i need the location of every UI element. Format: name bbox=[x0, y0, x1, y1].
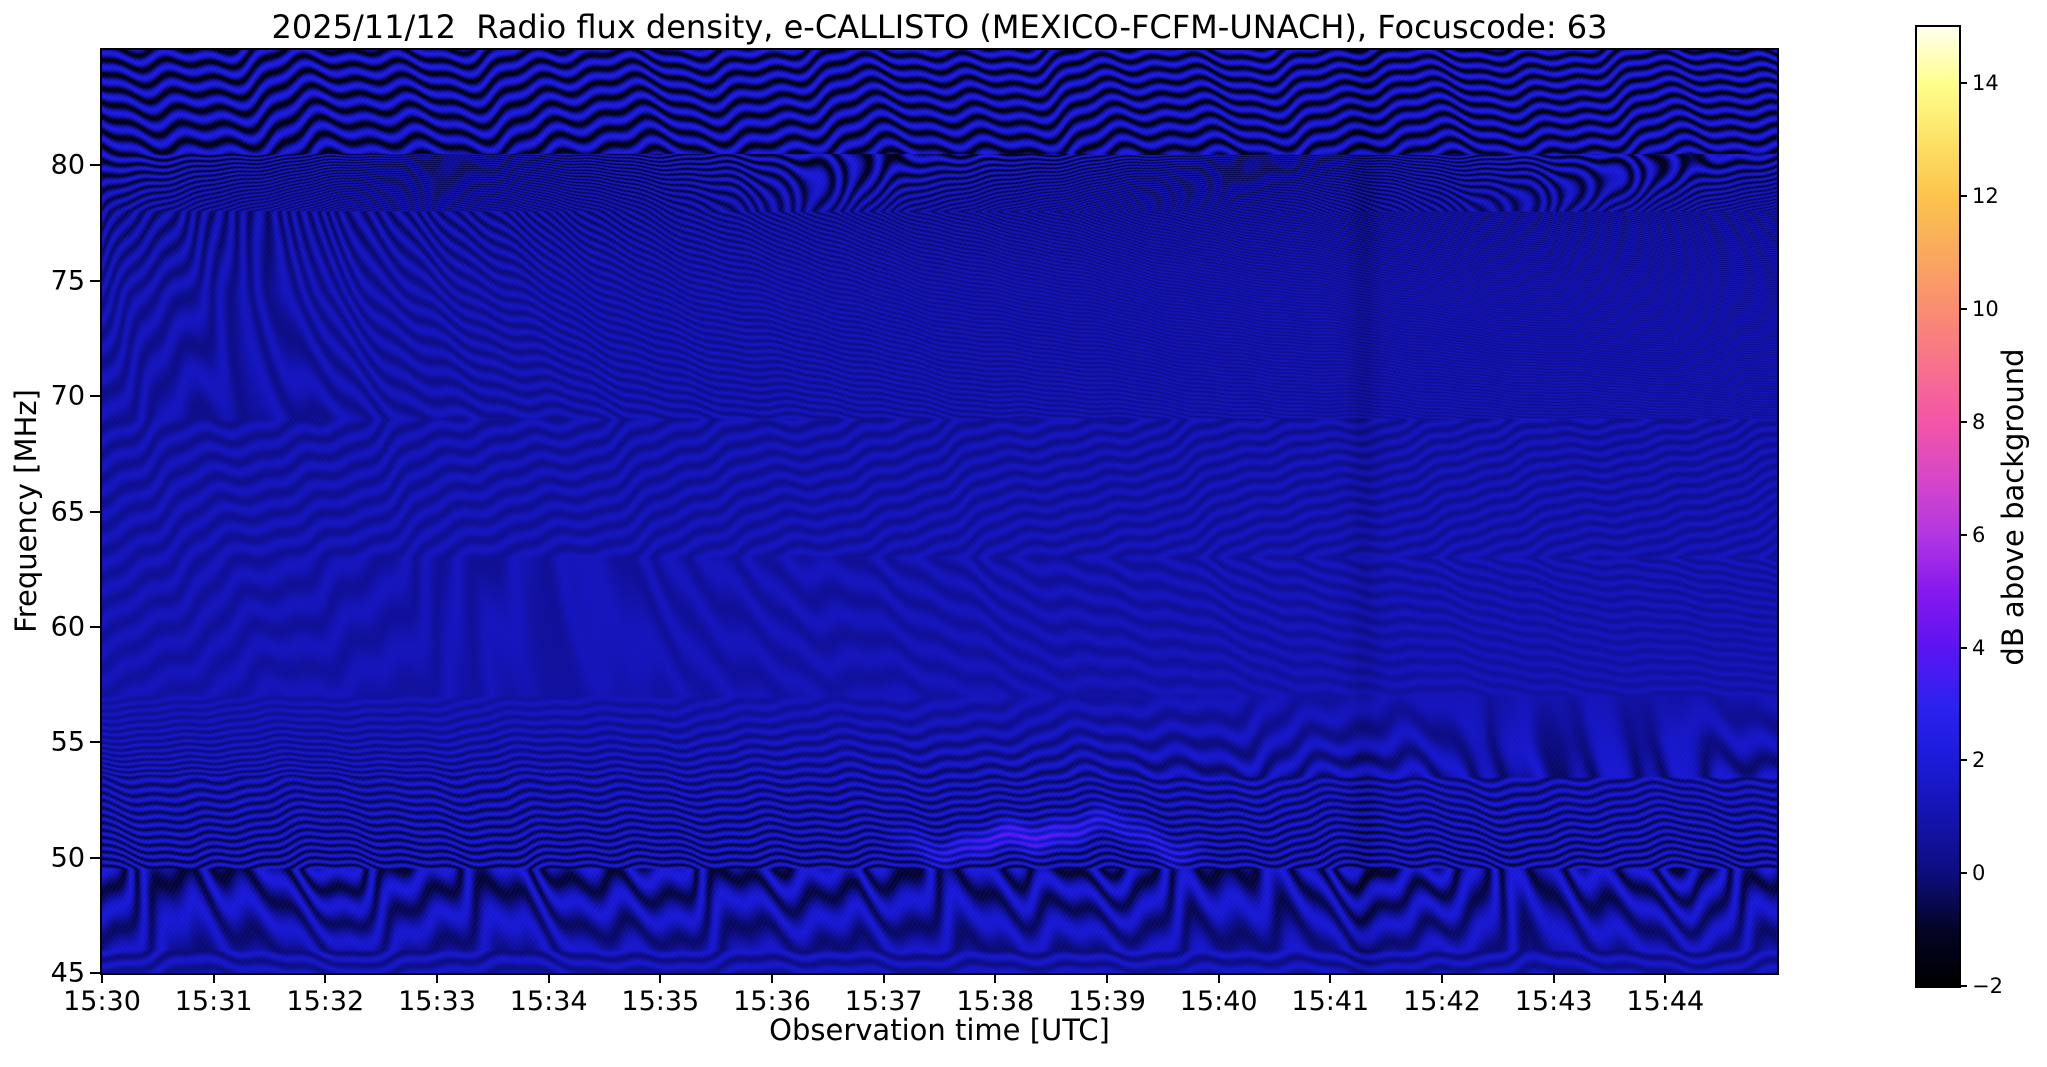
colorbar bbox=[1915, 25, 1961, 988]
colorbar-tick-label: 14 bbox=[1972, 71, 1999, 96]
y-tick-label: 65 bbox=[50, 496, 85, 527]
colorbar-tick-label: 4 bbox=[1972, 635, 1986, 660]
y-tick-label: 60 bbox=[50, 611, 85, 643]
colorbar-tick-label: 10 bbox=[1972, 297, 1999, 322]
y-tick-mark bbox=[90, 510, 100, 513]
colorbar-tick-label: 0 bbox=[1972, 861, 1986, 886]
colorbar-tick-label: 2 bbox=[1972, 748, 1986, 773]
x-axis-label: Observation time [UTC] bbox=[769, 1013, 1110, 1047]
y-tick-label: 80 bbox=[50, 149, 85, 181]
y-tick-mark bbox=[90, 395, 100, 398]
colorbar-label: dB above background bbox=[1996, 348, 2030, 666]
y-tick-mark bbox=[90, 279, 100, 282]
y-tick-mark bbox=[90, 625, 100, 628]
y-tick-label: 55 bbox=[50, 726, 85, 758]
y-tick-mark bbox=[90, 741, 100, 744]
y-tick-mark bbox=[90, 856, 100, 859]
spectrogram-plot-area bbox=[100, 48, 1779, 975]
y-tick-label: 45 bbox=[50, 957, 85, 989]
y-tick-label: 75 bbox=[50, 265, 85, 297]
colorbar-tick-label: −2 bbox=[1972, 974, 2003, 998]
y-axis-label: Frequency [MHz] bbox=[9, 389, 43, 633]
colorbar-tick-label: 8 bbox=[1972, 409, 1986, 434]
y-tick-label: 50 bbox=[50, 842, 85, 874]
y-tick-label: 70 bbox=[50, 380, 85, 412]
colorbar-tick-label: 12 bbox=[1972, 184, 1999, 209]
colorbar-tick-label: 6 bbox=[1972, 522, 1986, 547]
y-tick-mark bbox=[90, 972, 100, 974]
chart-title: 2025/11/12 Radio flux density, e-CALLIST… bbox=[271, 8, 1608, 46]
y-tick-mark bbox=[90, 164, 100, 167]
spectrogram-canvas bbox=[102, 50, 1777, 973]
